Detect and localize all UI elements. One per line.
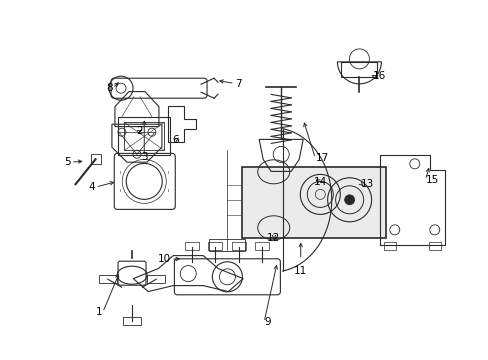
Text: 13: 13: [360, 179, 373, 189]
Bar: [428, 242, 440, 250]
Text: 7: 7: [234, 78, 241, 89]
Bar: [208, 242, 222, 250]
Bar: [209, 239, 245, 251]
Bar: [124, 122, 164, 150]
Text: 6: 6: [172, 135, 179, 145]
Bar: [341, 62, 377, 77]
Bar: [232, 242, 246, 250]
Bar: [255, 242, 269, 250]
Bar: [99, 275, 117, 283]
Circle shape: [344, 195, 354, 205]
Text: 11: 11: [293, 266, 307, 276]
Text: 9: 9: [264, 317, 270, 327]
Bar: [185, 242, 199, 250]
Text: 10: 10: [158, 254, 171, 264]
Text: 3: 3: [141, 152, 147, 162]
Bar: [147, 275, 165, 283]
Text: 12: 12: [266, 233, 280, 243]
Bar: [123, 317, 141, 325]
Text: 2: 2: [136, 126, 142, 136]
Text: 17: 17: [315, 153, 328, 163]
Bar: [118, 117, 170, 156]
Bar: [383, 242, 395, 250]
Bar: [242, 167, 386, 238]
Text: 8: 8: [105, 83, 112, 93]
Text: 4: 4: [88, 182, 95, 192]
Text: 16: 16: [372, 71, 385, 81]
Text: 15: 15: [425, 175, 438, 185]
Text: 5: 5: [64, 157, 71, 167]
Text: 1: 1: [96, 307, 102, 318]
Bar: [90, 154, 101, 164]
Text: 14: 14: [313, 177, 326, 187]
